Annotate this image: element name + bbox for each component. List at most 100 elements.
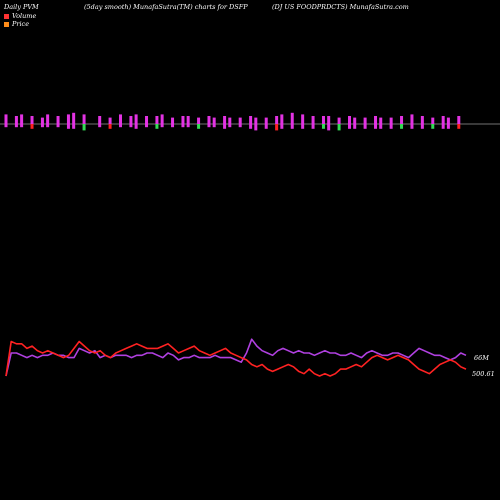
volume-bar-down [212,124,216,128]
volume-bar-up [327,116,331,124]
volume-bar-up [254,117,258,124]
volume-bar-up [46,114,50,124]
volume-bar-down [66,124,70,129]
volume-bar-up [181,116,185,124]
volume-bar-up [446,117,450,124]
volume-bar-up [108,117,112,124]
volume-bar-up [348,116,351,124]
volume-bar-up [400,116,404,124]
legend-swatch-volume [4,13,9,19]
volume-bar-down [337,124,341,131]
volume-bar-up [98,116,102,124]
price-line [5,340,467,377]
volume-bar-up [363,117,367,124]
legend: Volume Price [4,12,36,28]
volume-bar-up [249,116,253,124]
volume-bar-down [197,124,201,129]
volume-bar-up [420,116,424,124]
volume-bar-up [457,116,461,124]
volume-bar-up [66,114,70,124]
volume-bar-up [207,116,211,124]
volume-bar-down [301,124,305,129]
volume-bar-down [155,124,159,129]
volume-bar-down [353,124,357,129]
legend-item-price: Price [4,20,36,28]
volume-bar-down [108,124,112,129]
volume-bar-up [14,116,18,124]
volume-bar-up [311,116,315,124]
volume-bar-down [181,124,185,128]
volume-bar-up [212,117,216,124]
volume-bar-up [186,116,190,124]
volume-bar-down [171,124,175,128]
volume-bar-up [431,117,435,124]
volume-bar-down [228,124,232,128]
volume-bar-up [301,114,305,124]
volume-bar-down [186,124,190,128]
volume-value-label: 66M [474,354,489,362]
volume-bar-up [155,116,159,124]
chart-header-left: Daily PVM [4,3,39,11]
volume-bar-up [119,114,122,124]
volume-bar-down [420,124,424,129]
legend-label-volume: Volume [12,12,37,20]
volume-bar-down [446,124,450,129]
volume-bar-up [238,117,242,124]
volume-bar-down [457,124,461,129]
volume-bar-up [410,114,414,124]
volume-bar-down [264,124,268,129]
volume-bar-up [228,117,232,124]
volume-bar-up [20,114,24,124]
volume-bar-up [160,114,164,124]
volume-bar-down [280,124,284,129]
volume-bar-up [82,114,86,124]
volume-bar-up [290,112,294,124]
price-value-label: 500.61 [472,370,495,378]
volume-bar-down [46,124,50,128]
volume-bar-up [441,116,445,124]
volume-bar-down [223,124,227,129]
volume-bar-up [134,114,138,124]
volume-bar-down [431,124,435,129]
volume-bar-up [129,116,133,124]
volume-bar-down [134,124,138,129]
volume-bar-up [374,116,378,124]
volume-bar-down [4,124,8,128]
volume-bar-down [400,124,404,129]
volume-bar-down [389,124,393,129]
volume-bar-up [56,116,60,124]
volume-bar-up [72,112,76,124]
volume-bar-down [290,124,294,129]
volume-bar-up [389,117,393,124]
volume-bar-up [197,117,201,124]
volume-bar-down [379,124,383,129]
volume-bar-down [30,124,34,129]
volume-bar-up [145,116,149,124]
volume-bar-up [30,116,34,124]
legend-label-price: Price [12,20,30,28]
volume-bar-down [348,124,351,129]
volume-bar-down [98,124,102,128]
volume-bar-down [40,124,44,128]
volume-bar-up [353,117,357,124]
volume-bar-down [249,124,253,129]
volume-bar-down [327,124,331,131]
volume-bar-down [363,124,367,129]
chart-header-right: (DJ US FOODPRDCTS) MunafaSutra.com [272,3,409,11]
volume-bar-up [275,116,279,124]
volume-bar-down [129,124,133,128]
volume-bar-down [321,124,325,129]
volume-bar-down [72,124,76,129]
volume-bar-down [275,124,279,131]
volume-bar-down [374,124,378,129]
volume-bar-down [56,124,60,128]
volume-bar-down [119,124,122,128]
volume-bar-down [238,124,242,128]
volume-bar-up [223,116,227,124]
legend-swatch-price [4,21,9,27]
volume-bar-down [145,124,149,128]
volume-bar-down [14,124,18,128]
volume-bar-down [254,124,258,131]
volume-bar-down [82,124,86,131]
